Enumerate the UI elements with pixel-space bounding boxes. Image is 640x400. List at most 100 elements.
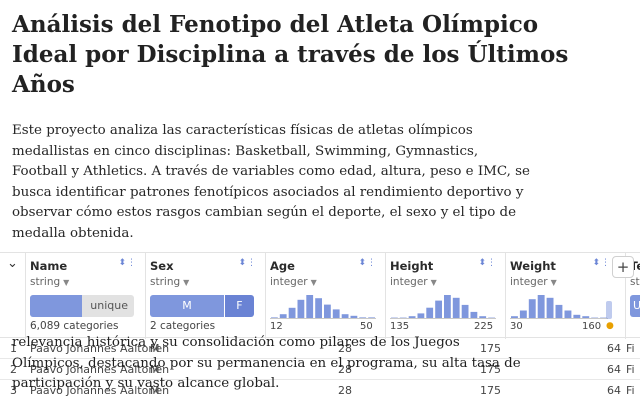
cell-height: 175	[480, 363, 501, 376]
histogram-bar	[297, 299, 305, 319]
row-index: 2	[10, 363, 17, 376]
cell-sex: M	[150, 384, 160, 397]
sort-icon[interactable]: ⬍⋮	[238, 258, 257, 268]
column-type[interactable]: integer ▼	[270, 276, 317, 288]
cell-sex: M	[150, 363, 160, 376]
column-header-label: Weight	[510, 259, 556, 273]
cell-weight: 64	[607, 363, 621, 376]
histogram-bar	[279, 314, 287, 319]
histogram-bar	[582, 316, 590, 319]
column-height[interactable]: Height ⬍⋮ integer ▼ 135 225	[386, 253, 506, 339]
project-description: Este proyecto analiza las característica…	[12, 123, 530, 241]
table-row[interactable]: 2 Paavo Johannes Aaltonen M 28 175 64 Fi	[0, 359, 640, 380]
column-name[interactable]: Name ⬍⋮ string ▼ unique 6,089 categories	[26, 253, 146, 339]
table-header: ⌄ Name ⬍⋮ string ▼ unique 6,089 categorie…	[0, 252, 640, 339]
histogram-bar	[426, 307, 434, 319]
histogram-bar	[537, 295, 545, 319]
histogram-bar	[435, 300, 442, 319]
overlapping-paragraph: relevancia histórica y su consolidación …	[12, 335, 521, 391]
row-index: 3	[10, 384, 17, 397]
histogram-bar	[452, 297, 460, 319]
cell-height: 175	[480, 384, 501, 397]
histogram-bar	[350, 315, 358, 319]
histogram-bar	[288, 307, 296, 319]
column-team[interactable]: Te st U	[626, 253, 640, 339]
hist-min-label: 135	[390, 321, 410, 332]
cell-age: 28	[338, 363, 352, 376]
cell-name: Paavo Johannes Aaltonen	[30, 342, 170, 355]
warning-icon: ●	[606, 321, 614, 331]
column-type[interactable]: st	[630, 276, 640, 288]
cell-name: Paavo Johannes Aaltonen	[30, 384, 170, 397]
histogram-bar	[511, 316, 518, 319]
column-header-label: Name	[30, 259, 68, 273]
row-index: 1	[10, 342, 17, 355]
caret-down-icon: ▼	[430, 278, 437, 287]
column-header-label: Height	[390, 259, 434, 273]
caret-down-icon: ▼	[63, 278, 70, 287]
histogram-bar	[573, 314, 581, 319]
category-segment-m: M	[150, 295, 224, 317]
cell-sex: M	[150, 342, 160, 355]
column-header-label: Sex	[150, 259, 174, 273]
column-type[interactable]: integer ▼	[510, 276, 557, 288]
histogram-bar	[546, 297, 554, 319]
caret-down-icon: ▼	[310, 278, 317, 287]
histogram-bar	[470, 311, 478, 319]
unique-label: unique	[90, 299, 128, 312]
cell-team: Fi	[626, 363, 635, 376]
column-type[interactable]: string ▼	[150, 276, 190, 288]
sort-icon[interactable]: ⬍⋮	[358, 258, 377, 268]
column-type[interactable]: string ▼	[30, 276, 70, 288]
hist-max-label: 225	[474, 321, 494, 332]
category-segment-f: F	[224, 295, 254, 317]
histogram-bar	[315, 298, 322, 319]
column-weight[interactable]: Weight ⬍⋮ integer ▼ 30 160 ●	[506, 253, 626, 339]
histogram-bar	[341, 314, 349, 319]
cell-team: Fi	[626, 342, 635, 355]
histogram-bar	[555, 304, 563, 319]
data-table: ⌄ Name ⬍⋮ string ▼ unique 6,089 categorie…	[0, 252, 640, 400]
sort-icon[interactable]: ⬍⋮	[478, 258, 497, 268]
weight-histogram	[510, 295, 608, 319]
histogram-bar	[564, 310, 572, 319]
cell-weight: 64	[607, 384, 621, 397]
cell-age: 28	[338, 384, 352, 397]
cell-weight: 64	[607, 342, 621, 355]
histogram-scroll-marker	[606, 301, 612, 319]
hist-min-label: 30	[510, 321, 523, 332]
cell-age: 28	[338, 342, 352, 355]
column-footer: 6,089 categories	[30, 320, 119, 332]
column-header-label: Age	[270, 259, 295, 273]
cell-name: Paavo Johannes Aaltonen	[30, 363, 170, 376]
expand-toggle[interactable]: ⌄	[0, 253, 26, 339]
histogram-bar	[528, 299, 536, 319]
histogram-bar	[332, 309, 340, 319]
table-row[interactable]: 3 Paavo Johannes Aaltonen M 28 175 64 Fi	[0, 380, 640, 400]
unique-summary-bar: unique	[30, 295, 134, 317]
table-row[interactable]: 1 Paavo Johannes Aaltonen M 28 175 64 Fi	[0, 338, 640, 359]
hist-min-label: 12	[270, 321, 283, 332]
age-histogram	[270, 295, 376, 319]
caret-down-icon: ▼	[183, 278, 190, 287]
column-age[interactable]: Age ⬍⋮ integer ▼ 12 50	[266, 253, 386, 339]
column-header-label: Te	[630, 259, 640, 273]
histogram-bar	[519, 310, 527, 319]
sort-icon[interactable]: ⬍⋮	[592, 258, 611, 268]
histogram-bar	[306, 295, 314, 319]
histogram-bar	[417, 313, 425, 319]
histogram-bar	[324, 304, 331, 319]
hist-max-label: 50	[360, 321, 373, 332]
column-type[interactable]: integer ▼	[390, 276, 437, 288]
column-footer: 2 categories	[150, 320, 216, 332]
caret-down-icon: ▼	[550, 278, 557, 287]
hist-max-label: 160	[582, 321, 602, 332]
histogram-bar	[479, 316, 487, 319]
sort-icon[interactable]: ⬍⋮	[118, 258, 137, 268]
histogram-bar	[444, 295, 451, 319]
histogram-bar	[461, 304, 469, 319]
add-column-button[interactable]: +	[612, 256, 634, 278]
histogram-bar	[408, 316, 416, 319]
